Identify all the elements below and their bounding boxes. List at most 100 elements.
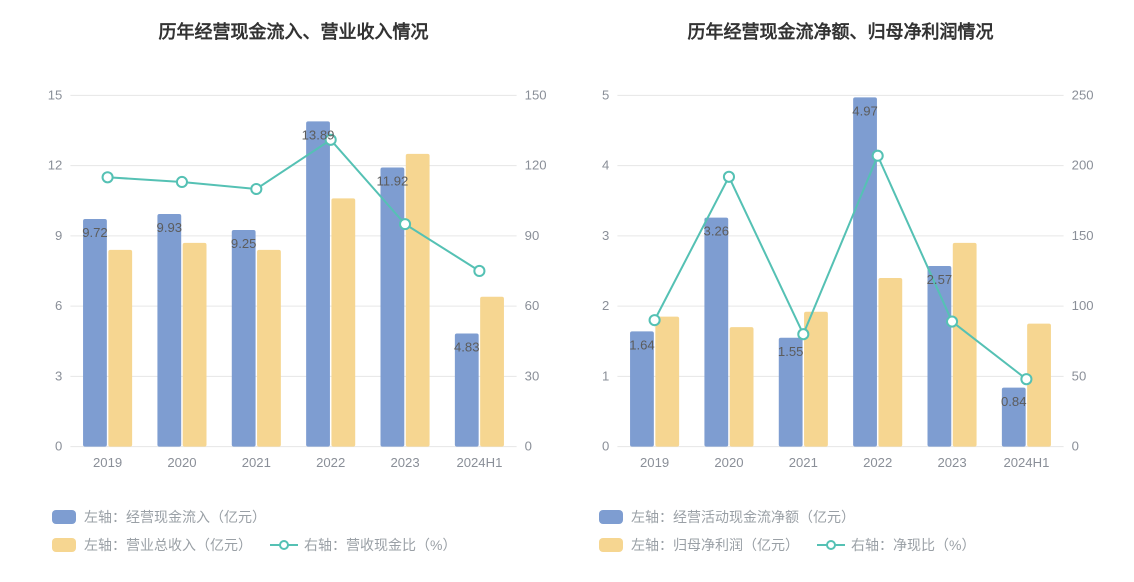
bar-value-label: 2.57 xyxy=(927,272,953,287)
legend-left: 左轴：经营现金流入（亿元） 左轴：营业总收入（亿元） 右轴：营收现金比（%） xyxy=(20,500,567,562)
chart-title: 历年经营现金流入、营业收入情况 xyxy=(20,18,567,44)
x-tick-label: 2024H1 xyxy=(1003,455,1049,470)
legend-item: 左轴：营业总收入（亿元） xyxy=(52,534,252,556)
legend-label: 左轴：经营活动现金流净额（亿元） xyxy=(631,507,855,527)
y-left-tick-label: 15 xyxy=(48,87,63,102)
bar-value-label: 9.72 xyxy=(82,225,108,240)
bar-value-label: 1.64 xyxy=(629,338,655,353)
line-marker xyxy=(177,177,187,187)
legend-item: 左轴：归母净利润（亿元） xyxy=(599,534,799,556)
legend-label: 左轴：营业总收入（亿元） xyxy=(84,535,252,555)
y-left-tick-label: 0 xyxy=(55,439,62,454)
y-left-tick-label: 4 xyxy=(602,158,609,173)
legend-item: 左轴：经营现金流入（亿元） xyxy=(52,506,266,528)
y-left-tick-label: 9 xyxy=(55,228,62,243)
legend-right: 左轴：经营活动现金流净额（亿元） 左轴：归母净利润（亿元） 右轴：净现比（%） xyxy=(567,500,1114,562)
y-left-tick-label: 6 xyxy=(55,298,62,313)
bar-value-label: 13.89 xyxy=(302,127,335,142)
y-right-tick-label: 250 xyxy=(1072,87,1094,102)
x-tick-label: 2023 xyxy=(390,455,419,470)
plot-area-left: 0369121503060901201502019202020212022202… xyxy=(26,50,561,500)
legend-item: 右轴：净现比（%） xyxy=(817,534,975,556)
line-marker xyxy=(650,315,660,325)
bar-secondary xyxy=(108,250,132,447)
chart-svg: 0369121503060901201502019202020212022202… xyxy=(26,50,561,500)
legend-swatch-line xyxy=(270,538,298,552)
bar-secondary xyxy=(1027,324,1051,447)
chart-panel-left: 历年经营现金流入、营业收入情况 036912150306090120150201… xyxy=(20,10,567,562)
legend-row: 左轴：经营活动现金流净额（亿元） xyxy=(599,506,1114,528)
y-left-tick-label: 0 xyxy=(602,439,609,454)
bar-primary xyxy=(157,214,181,447)
y-right-tick-label: 30 xyxy=(525,368,540,383)
y-right-tick-label: 150 xyxy=(525,87,547,102)
legend-swatch-line xyxy=(817,538,845,552)
legend-label: 右轴：净现比（%） xyxy=(851,535,975,555)
bar-secondary xyxy=(183,243,207,447)
line-marker xyxy=(474,266,484,276)
line-marker xyxy=(947,316,957,326)
bar-value-label: 4.83 xyxy=(454,340,480,355)
bar-secondary xyxy=(480,297,504,447)
x-tick-label: 2020 xyxy=(167,455,196,470)
line-marker xyxy=(873,151,883,161)
line-marker xyxy=(724,172,734,182)
bar-primary xyxy=(704,218,728,447)
legend-swatch-bar xyxy=(599,510,623,524)
bar-value-label: 0.84 xyxy=(1001,394,1027,409)
line-marker xyxy=(798,329,808,339)
y-right-tick-label: 90 xyxy=(525,228,540,243)
x-tick-label: 2019 xyxy=(640,455,669,470)
bar-secondary xyxy=(878,278,902,447)
bar-primary xyxy=(853,97,877,446)
y-left-tick-label: 5 xyxy=(602,87,609,102)
x-tick-label: 2021 xyxy=(789,455,818,470)
bar-secondary xyxy=(406,154,430,447)
x-tick-label: 2023 xyxy=(937,455,966,470)
y-right-tick-label: 200 xyxy=(1072,158,1094,173)
x-tick-label: 2020 xyxy=(714,455,743,470)
bar-primary xyxy=(232,230,256,447)
legend-item: 左轴：经营活动现金流净额（亿元） xyxy=(599,506,855,528)
legend-row: 左轴：经营现金流入（亿元） xyxy=(52,506,567,528)
chart-svg: 0123450501001502002502019202020212022202… xyxy=(573,50,1108,500)
x-tick-label: 2021 xyxy=(242,455,271,470)
y-right-tick-label: 60 xyxy=(525,298,540,313)
y-right-tick-label: 50 xyxy=(1072,368,1087,383)
line-marker xyxy=(400,219,410,229)
y-right-tick-label: 0 xyxy=(525,439,532,454)
x-tick-label: 2022 xyxy=(863,455,892,470)
y-left-tick-label: 2 xyxy=(602,298,609,313)
y-right-tick-label: 0 xyxy=(1072,439,1079,454)
bar-value-label: 9.93 xyxy=(157,220,183,235)
line-marker xyxy=(251,184,261,194)
x-tick-label: 2019 xyxy=(93,455,122,470)
bar-primary xyxy=(83,219,107,447)
legend-label: 右轴：营收现金比（%） xyxy=(304,535,456,555)
bar-value-label: 11.92 xyxy=(376,174,408,189)
y-left-tick-label: 3 xyxy=(55,368,62,383)
legend-label: 左轴：经营现金流入（亿元） xyxy=(84,507,266,527)
legend-row: 左轴：归母净利润（亿元） 右轴：净现比（%） xyxy=(599,534,1114,556)
bar-secondary xyxy=(953,243,977,447)
bar-secondary xyxy=(331,198,355,446)
bar-value-label: 4.97 xyxy=(852,104,878,119)
y-left-tick-label: 3 xyxy=(602,228,609,243)
legend-swatch-bar xyxy=(52,510,76,524)
plot-area-right: 0123450501001502002502019202020212022202… xyxy=(573,50,1108,500)
y-left-tick-label: 1 xyxy=(602,368,609,383)
x-tick-label: 2024H1 xyxy=(456,455,502,470)
line-marker xyxy=(103,172,113,182)
bar-value-label: 1.55 xyxy=(778,344,804,359)
bar-value-label: 9.25 xyxy=(231,236,257,251)
bar-secondary xyxy=(730,327,754,446)
line-marker xyxy=(1021,374,1031,384)
legend-swatch-bar xyxy=(52,538,76,552)
legend-swatch-bar xyxy=(599,538,623,552)
y-right-tick-label: 100 xyxy=(1072,298,1094,313)
bar-primary xyxy=(306,121,330,446)
legend-label: 左轴：归母净利润（亿元） xyxy=(631,535,799,555)
y-left-tick-label: 12 xyxy=(48,158,63,173)
y-right-tick-label: 120 xyxy=(525,158,547,173)
legend-row: 左轴：营业总收入（亿元） 右轴：营收现金比（%） xyxy=(52,534,567,556)
